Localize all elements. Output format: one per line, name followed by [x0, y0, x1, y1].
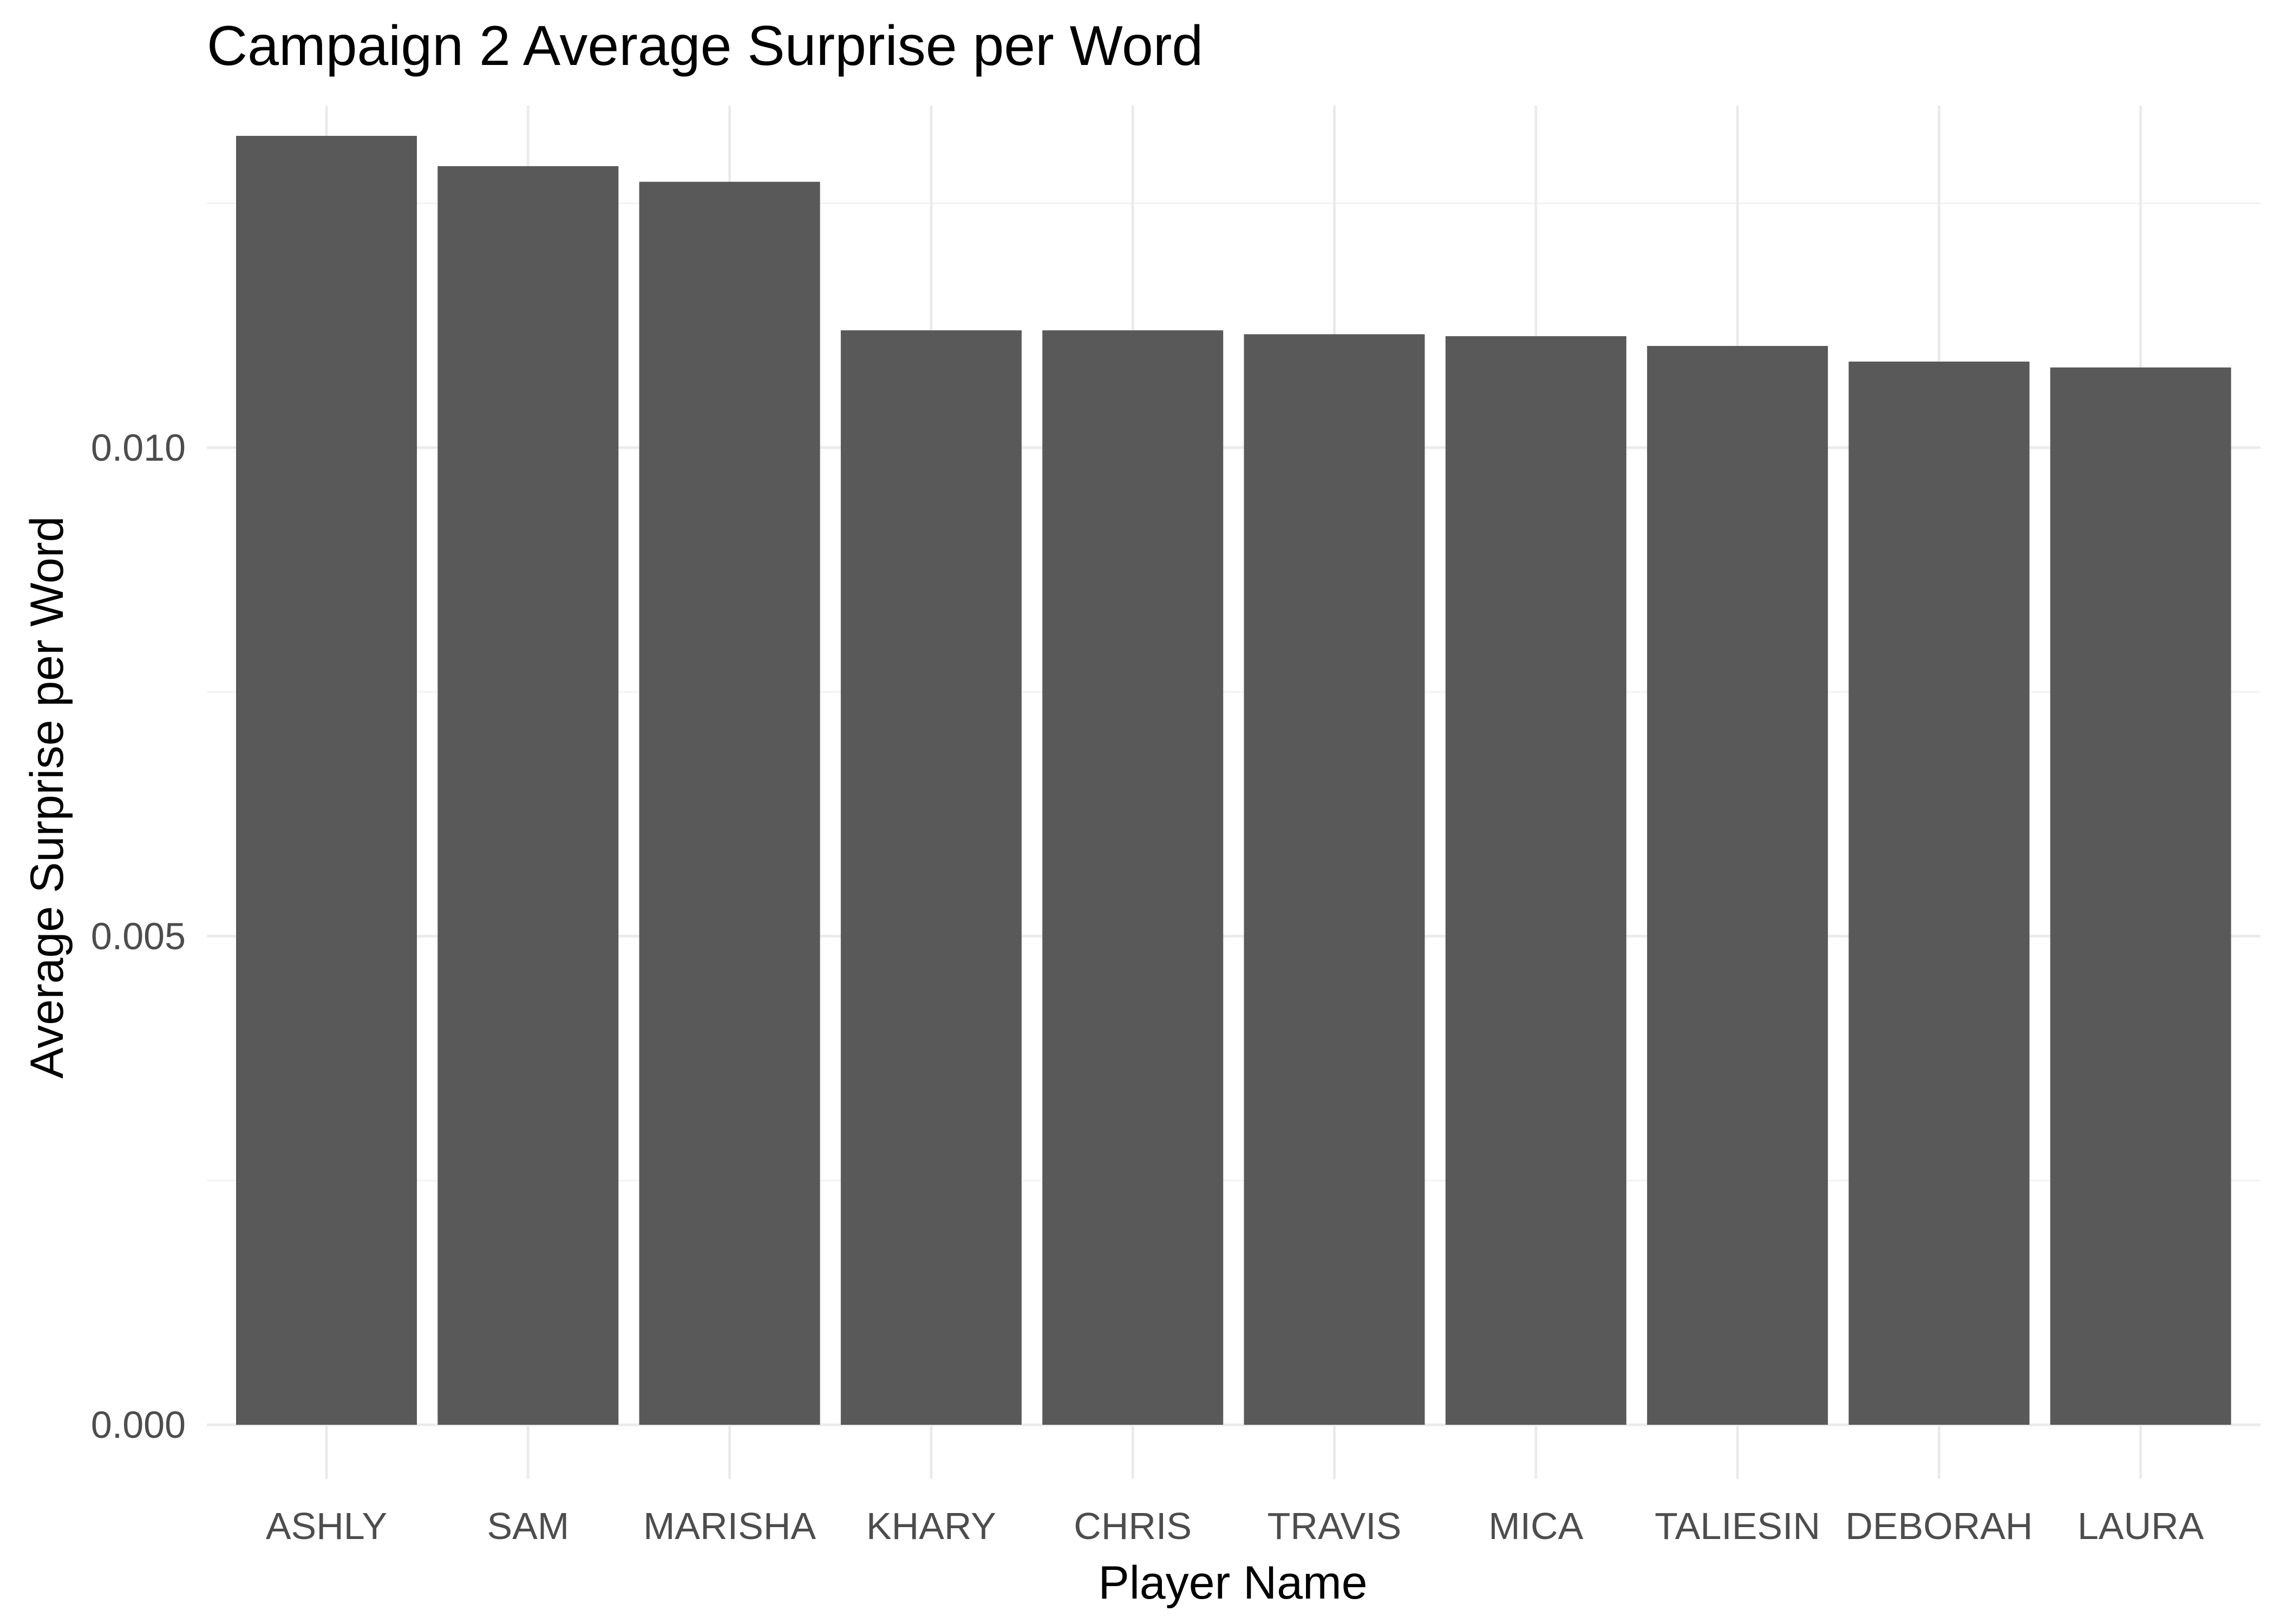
x-tick-label: TALIESIN: [1655, 1505, 1820, 1547]
bar-sam: [437, 166, 619, 1425]
x-tick-label: MICA: [1488, 1505, 1583, 1547]
x-tick-label: DEBORAH: [1845, 1505, 2033, 1547]
x-tick-label: MARISHA: [643, 1505, 816, 1547]
x-tick-labels: ASHLY SAM MARISHA KHARY CHRIS TRAVIS MICA TALIE…: [266, 1505, 2204, 1547]
y-tick-label: 0.010: [91, 427, 186, 469]
y-tick-label: 0.000: [91, 1404, 186, 1446]
bar-mica: [1445, 336, 1626, 1425]
bar-khary: [840, 330, 1022, 1425]
y-tick-labels: 0.000 0.005 0.010: [91, 427, 186, 1446]
bar-marisha: [639, 181, 820, 1425]
x-tick-label: LAURA: [2077, 1505, 2204, 1547]
bar-chris: [1042, 330, 1224, 1425]
bar-travis: [1244, 334, 1425, 1425]
y-axis-title: Average Surprise per Word: [21, 516, 73, 1079]
bar-ashly: [236, 135, 417, 1425]
x-tick-label: KHARY: [866, 1505, 996, 1547]
x-tick-label: SAM: [487, 1505, 569, 1547]
y-tick-label: 0.005: [91, 915, 186, 957]
x-tick-label: CHRIS: [1074, 1505, 1192, 1547]
bar-laura: [2050, 367, 2231, 1425]
x-tick-label: ASHLY: [266, 1505, 387, 1547]
chart-title: Campaign 2 Average Surprise per Word: [207, 15, 1203, 77]
x-axis-title: Player Name: [1098, 1557, 1367, 1609]
x-tick-label: TRAVIS: [1267, 1505, 1402, 1547]
bar-taliesin: [1647, 346, 1828, 1425]
bars: [236, 135, 2231, 1425]
bar-deborah: [1848, 361, 2030, 1425]
